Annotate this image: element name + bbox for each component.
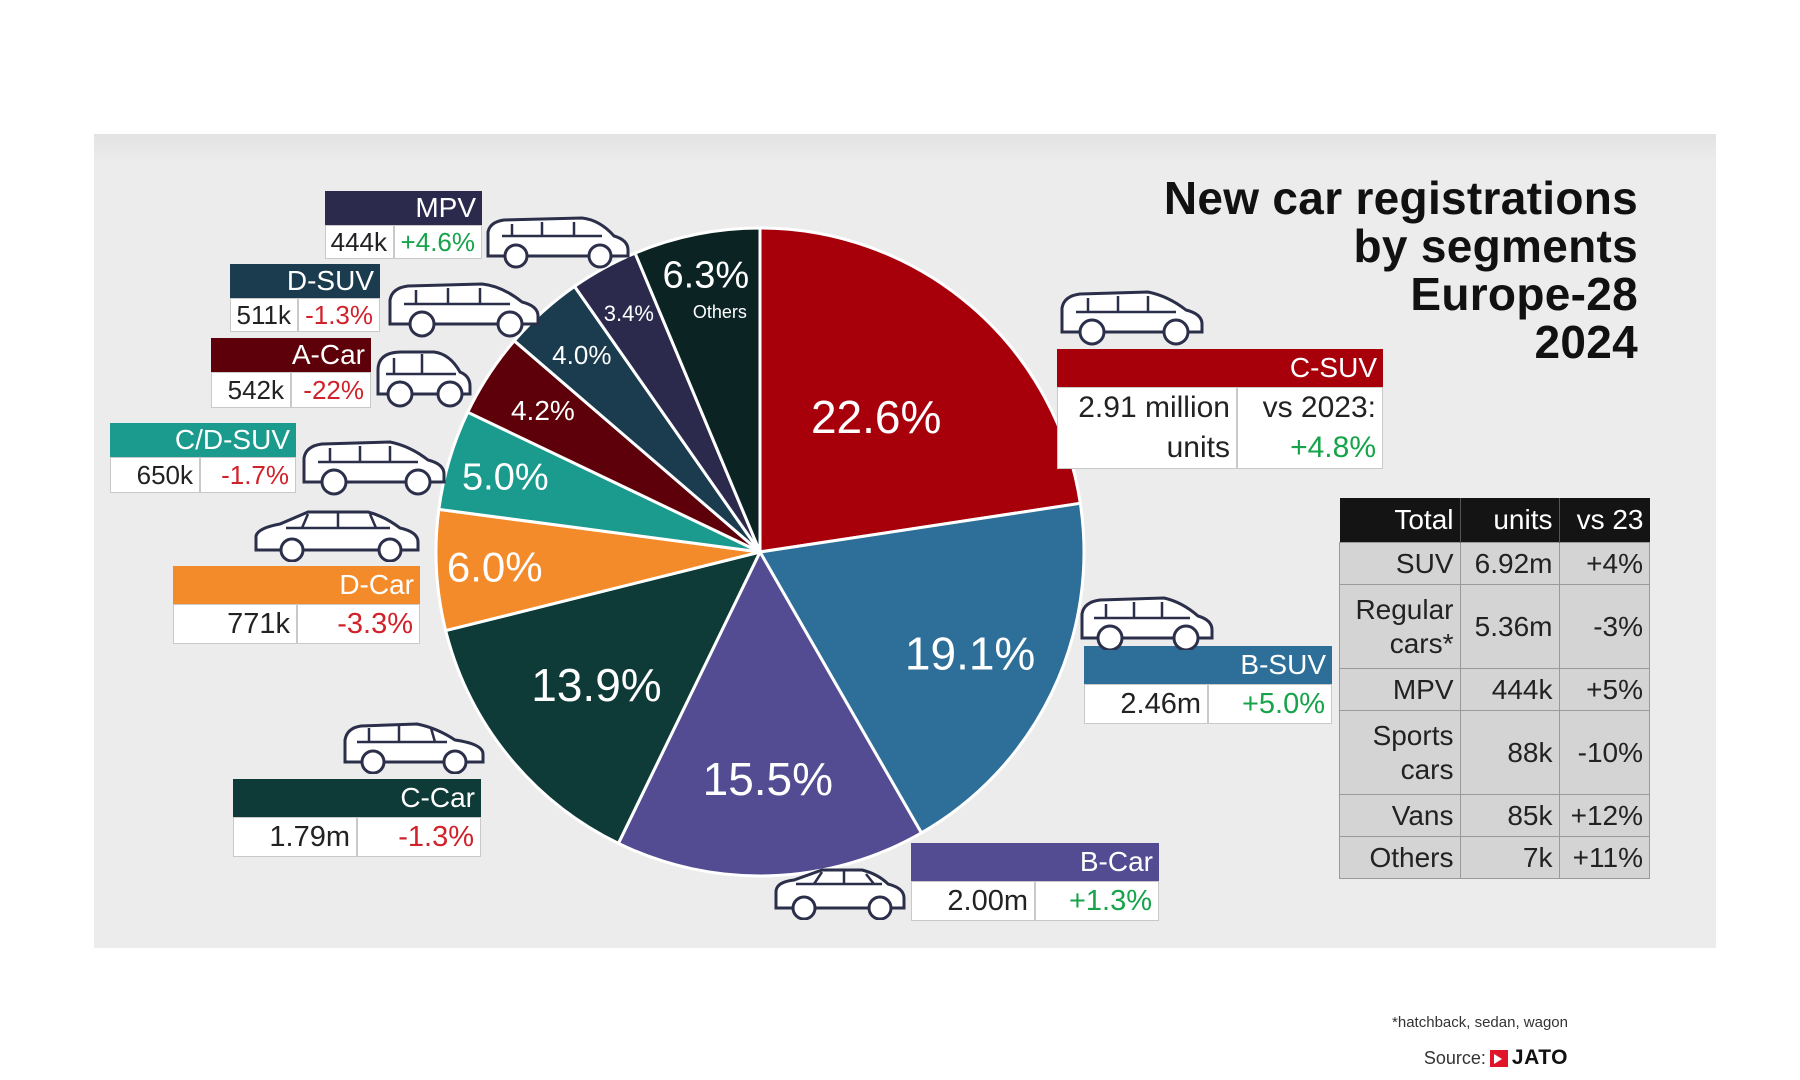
totals-row-units: 7k [1459, 836, 1560, 879]
pie-slice-others [633, 226, 762, 553]
mpv-car-icon [482, 210, 632, 270]
totals-row-units: 5.36m [1459, 584, 1560, 669]
d-car-units: 771k [173, 604, 297, 644]
mpv-segment-label: MPV [325, 191, 482, 225]
title-line-2: by segments [1353, 220, 1638, 272]
cd-suv-car-icon [298, 434, 450, 496]
source-credit: Source: JATO [1424, 1046, 1568, 1070]
a-car-units: 542k [211, 372, 291, 408]
d-suv-units: 511k [230, 298, 298, 332]
pie-slice-b-car [616, 548, 924, 878]
c-car-change: -1.3% [357, 817, 481, 857]
c-car-units: 1.79m [233, 817, 357, 857]
c-car-car-icon [339, 718, 489, 774]
d-suv-car-icon [384, 274, 544, 338]
totals-row-label: Vans [1339, 794, 1461, 837]
totals-row-label: Sports cars [1339, 710, 1461, 795]
totals-row-units: 85k [1459, 794, 1560, 837]
a-car-segment-label: A-Car [211, 338, 371, 372]
pie-label-d-car: 6.0% [447, 544, 543, 591]
pie-slice-d-car [434, 507, 761, 633]
totals-row: Regular cars* 5.36m -3% [1339, 584, 1650, 669]
source-brand: JATO [1511, 1046, 1568, 1069]
c-car-segment-label: C-Car [233, 779, 481, 817]
totals-header-units: units [1460, 498, 1560, 543]
pie-label-mpv: 3.4% [604, 301, 654, 326]
pie-label-c-d-suv: 5.0% [462, 457, 549, 499]
pie-label-b-car: 15.5% [703, 753, 833, 805]
d-car-segment-label: D-Car [173, 566, 420, 604]
d-suv-change: -1.3% [298, 298, 380, 332]
totals-row-change: +11% [1558, 836, 1650, 879]
totals-row: Others 7k +11% [1339, 836, 1650, 879]
pie-label-a-car: 4.2% [511, 395, 575, 426]
b-car-units: 2.00m [911, 881, 1035, 921]
c-suv-change: +4.8% [1290, 431, 1376, 464]
pie-label-others: 6.3% [663, 254, 750, 296]
totals-header-row: Total units vs 23 [1339, 498, 1650, 543]
pie-chart: 22.6% 19.1% 15.5% 13.9% 6.0% 5.0% 4.2% 4.0% 3.4%… [434, 226, 1086, 878]
infographic-panel: New car registrations by segments Europe… [94, 134, 1716, 1069]
totals-table: Total units vs 23 SUV 6.92m +4% Regular ca… [1339, 498, 1650, 879]
source-label: Source: [1423, 1047, 1486, 1068]
pie-slice-b-suv [757, 501, 1086, 835]
totals-row-change: +4% [1558, 542, 1650, 585]
totals-row-label: Others [1339, 836, 1461, 879]
b-car-car-icon [770, 866, 910, 920]
pie-label-d-suv: 4.0% [552, 340, 611, 370]
b-suv-units: 2.46m [1084, 684, 1208, 724]
totals-row-units: 6.92m [1459, 542, 1560, 585]
totals-row: Sports cars 88k -10% [1339, 710, 1650, 795]
pie-slice-c-car [443, 549, 763, 846]
mpv-change: +4.6% [394, 225, 482, 259]
title-line-4: 2024 [1534, 316, 1638, 368]
b-suv-car-icon [1076, 590, 1218, 650]
totals-row-label: Regular cars* [1339, 584, 1461, 669]
totals-header-change: vs 23 [1559, 498, 1650, 543]
totals-row: MPV 444k +5% [1339, 668, 1650, 711]
mpv-units: 444k [325, 225, 394, 259]
jato-logo-icon [1489, 1049, 1508, 1067]
b-suv-segment-label: B-SUV [1084, 646, 1332, 684]
totals-row-label: MPV [1339, 668, 1461, 711]
d-car-car-icon [250, 506, 424, 562]
footnote: *hatchback, sedan, wagon [1392, 1014, 1568, 1031]
totals-header-total: Total [1339, 498, 1461, 543]
c-suv-car-icon [1056, 284, 1208, 346]
a-car-change: -22% [291, 372, 371, 408]
a-car-icon [372, 344, 476, 408]
b-car-change: +1.3% [1035, 881, 1159, 921]
pie-label-c-car: 13.9% [531, 659, 661, 711]
title-line-3: Europe-28 [1410, 268, 1638, 320]
c-suv-change-label: vs 2023: [1262, 391, 1376, 424]
cd-suv-segment-label: C/D-SUV [110, 423, 296, 457]
c-suv-segment-label: C-SUV [1057, 349, 1383, 387]
c-suv-change-cell: vs 2023: +4.8% [1237, 387, 1383, 469]
cd-suv-change: -1.7% [200, 457, 296, 493]
d-car-change: -3.3% [297, 604, 420, 644]
totals-row-units: 444k [1459, 668, 1560, 711]
b-car-segment-label: B-Car [911, 843, 1159, 881]
pie-sublabel-others: Others [693, 302, 747, 322]
totals-row-units: 88k [1459, 710, 1560, 795]
totals-row-change: -10% [1558, 710, 1650, 795]
pie-label-b-suv: 19.1% [905, 627, 1035, 679]
cd-suv-units: 650k [110, 457, 200, 493]
totals-row: SUV 6.92m +4% [1339, 542, 1650, 585]
d-suv-segment-label: D-SUV [230, 264, 380, 298]
b-suv-change: +5.0% [1208, 684, 1332, 724]
title-line-1: New car registrations [1163, 172, 1638, 224]
totals-row: Vans 85k +12% [1339, 794, 1650, 837]
pie-label-c-suv: 22.6% [811, 391, 941, 443]
totals-row-label: SUV [1339, 542, 1461, 585]
totals-row-change: +5% [1558, 668, 1650, 711]
totals-row-change: -3% [1558, 584, 1650, 669]
totals-row-change: +12% [1558, 794, 1650, 837]
c-suv-units: 2.91 million units [1057, 387, 1237, 469]
